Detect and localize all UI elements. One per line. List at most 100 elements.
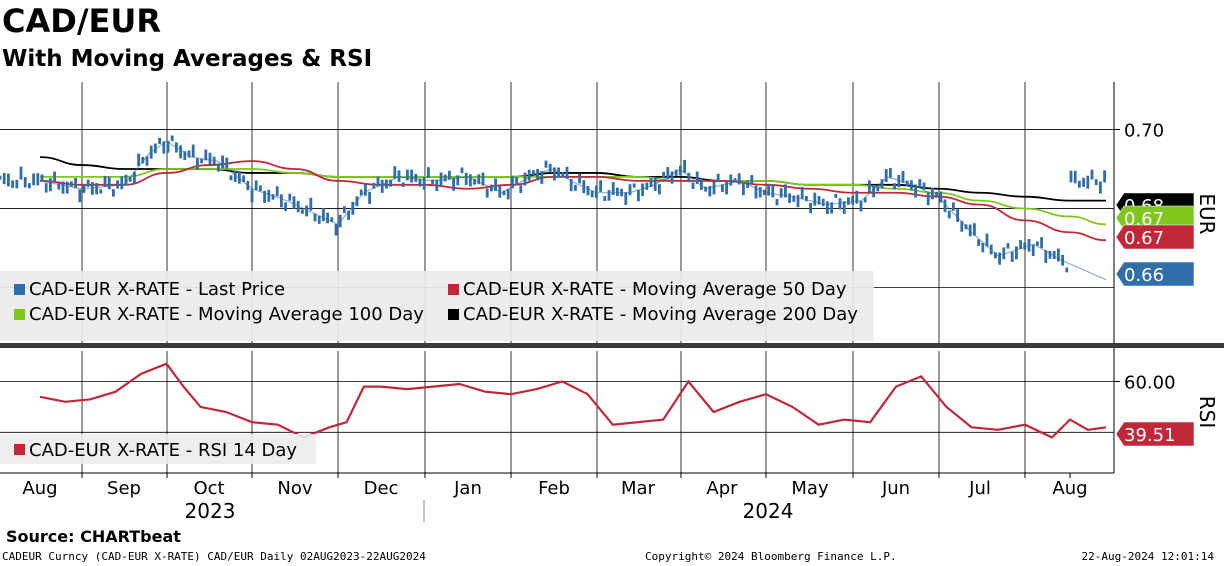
- x-tick-label: Jul: [968, 478, 991, 499]
- x-tick-label: Mar: [621, 478, 656, 499]
- price-bar: [973, 223, 976, 236]
- price-bar: [905, 180, 909, 186]
- price-bar: [0, 175, 2, 180]
- price-bar: [893, 183, 896, 190]
- price-bar: [221, 155, 224, 169]
- x-tick-label: Nov: [277, 478, 312, 499]
- price-bar: [456, 175, 460, 186]
- x-tick-label: Feb: [538, 478, 570, 499]
- tag-last-price: 0.66: [1115, 261, 1195, 287]
- price-bar: [427, 167, 430, 178]
- source-label: Source: CHARTbeat: [6, 527, 181, 546]
- price-bar: [842, 201, 846, 214]
- price-bar: [91, 182, 94, 195]
- x-tick-label: Jun: [881, 478, 910, 499]
- price-bar: [183, 151, 187, 160]
- price-bar: [431, 179, 434, 185]
- price-bar: [61, 181, 65, 194]
- price-bar: [124, 174, 128, 186]
- price-bar: [666, 167, 670, 179]
- price-bar: [779, 188, 783, 198]
- price-bar: [137, 153, 140, 167]
- price-bar: [926, 192, 930, 206]
- price-bar: [28, 183, 31, 189]
- price-bar: [305, 205, 308, 217]
- price-bar: [99, 189, 103, 194]
- price-bar: [296, 200, 300, 213]
- price-bar: [133, 171, 136, 184]
- price-bar: [679, 165, 682, 176]
- price-bar: [582, 180, 586, 194]
- price-bar: [229, 175, 233, 181]
- price-bar: [989, 244, 993, 255]
- price-bar: [754, 185, 758, 199]
- price-bar: [758, 187, 762, 198]
- price-bar: [469, 174, 472, 187]
- price-bar: [259, 185, 262, 192]
- price-bar: [1090, 169, 1094, 180]
- price-bar: [393, 166, 397, 179]
- price-bar: [595, 185, 598, 198]
- price-bar: [746, 180, 749, 188]
- price-bar: [952, 202, 955, 211]
- price-bar: [834, 193, 838, 198]
- legend-swatch: [448, 309, 459, 320]
- rsi-legend: CAD-EUR X-RATE - RSI 14 Day: [0, 434, 316, 464]
- price-bar: [443, 174, 447, 182]
- price-bar: [704, 186, 707, 192]
- price-bar: [246, 180, 250, 191]
- price-bar: [1002, 247, 1006, 260]
- price-bar: [716, 173, 720, 183]
- tag-rsi: 39.51: [1115, 421, 1195, 447]
- price-bar: [233, 170, 237, 182]
- price-bar: [771, 185, 775, 198]
- price-bar: [792, 195, 796, 202]
- price-bar: [515, 176, 518, 186]
- price-legend: CAD-EUR X-RATE - Last Price CAD-EUR X-RAT…: [0, 271, 874, 341]
- price-bar: [674, 169, 678, 176]
- price-bar: [15, 179, 19, 189]
- chart-title: CAD/EUR: [2, 2, 161, 40]
- price-bar: [464, 172, 468, 185]
- price-bar: [683, 159, 686, 173]
- price-bar: [53, 171, 56, 182]
- price-bar: [750, 175, 754, 184]
- price-bar: [733, 178, 737, 183]
- x-year-label: 2023: [185, 499, 236, 523]
- price-bar: [95, 183, 98, 195]
- price-bar: [502, 190, 506, 196]
- x-tick-label: Sep: [107, 478, 141, 499]
- price-bar: [351, 201, 355, 215]
- legend-label: CAD-EUR X-RATE - Last Price: [29, 279, 285, 300]
- price-bar: [280, 194, 283, 208]
- rsi-line: [39, 362, 1107, 439]
- price-bar: [590, 190, 594, 198]
- price-bar: [1086, 175, 1090, 189]
- price-bar: [208, 152, 212, 166]
- legend-swatch: [14, 444, 25, 455]
- price-bar: [851, 196, 854, 205]
- price-bar: [725, 181, 728, 195]
- price-bar: [578, 173, 581, 184]
- legend-bg: [0, 271, 874, 341]
- price-bar: [884, 168, 888, 182]
- price-bar: [931, 187, 934, 200]
- price-bar: [149, 145, 153, 159]
- price-bar: [981, 243, 985, 253]
- price-bar: [662, 171, 665, 178]
- price-bar: [355, 196, 359, 207]
- price-bar: [57, 183, 61, 190]
- price-bar: [586, 186, 590, 196]
- price-bar: [330, 217, 334, 223]
- price-bar: [74, 178, 77, 189]
- value-tag-label: 0.66: [1124, 265, 1164, 286]
- value-tag-label: 39.51: [1124, 425, 1176, 446]
- price-bar: [838, 198, 842, 210]
- price-bar: [212, 156, 216, 165]
- price-bar: [254, 180, 258, 191]
- price-bar: [448, 170, 451, 180]
- price-bar: [7, 173, 10, 187]
- legend-swatch: [14, 309, 25, 320]
- price-bar: [826, 201, 829, 215]
- price-bar: [65, 181, 69, 194]
